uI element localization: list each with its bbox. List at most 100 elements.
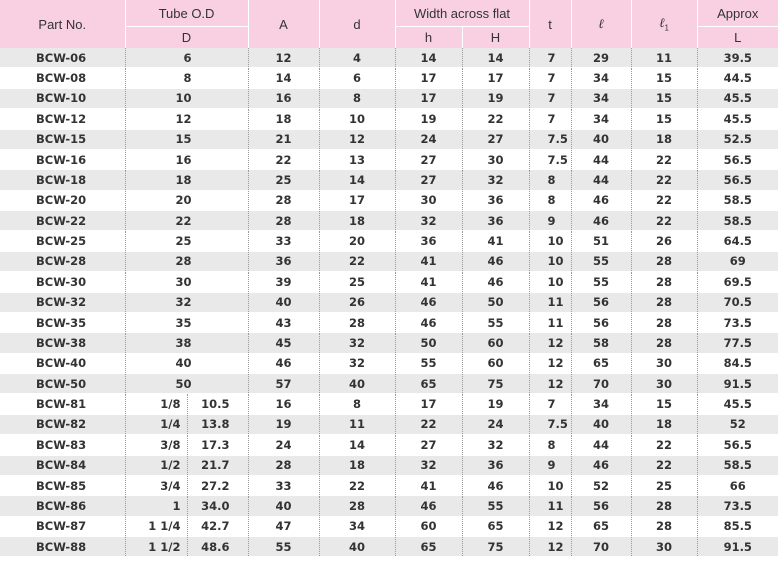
cell-t: 7.5 xyxy=(529,149,572,171)
cell-h: 41 xyxy=(395,475,463,497)
cell-l1: 15 xyxy=(631,393,698,415)
cell-d: 18 xyxy=(319,455,396,476)
table-row: BCW-32 32 40 26 46 50 11 56 28 70.5 xyxy=(0,292,778,313)
header-l-label: ℓ xyxy=(598,17,604,32)
cell-a: 22 xyxy=(248,149,320,171)
cell-part-no: BCW-81 xyxy=(0,393,126,415)
cell-tube-od-inch: 1 1/4 xyxy=(125,516,188,538)
cell-tube-od-mm: 34.0 xyxy=(187,495,249,517)
cell-tube-od-mm: 28 xyxy=(125,251,249,273)
cell-d: 28 xyxy=(319,495,396,517)
cell-d: 11 xyxy=(319,414,396,436)
cell-t: 11 xyxy=(529,312,572,334)
cell-approx-L: 39.5 xyxy=(697,48,778,69)
table-row: BCW-84 1/2 21.7 28 18 32 36 9 46 22 58.5 xyxy=(0,455,778,476)
cell-a: 24 xyxy=(248,434,320,456)
table-header: Part No. Tube O.D A d Width across flat … xyxy=(0,0,778,48)
table-row: BCW-82 1/4 13.8 19 11 22 24 7.5 40 18 52 xyxy=(0,414,778,436)
header-tube-od: Tube O.D xyxy=(125,0,249,27)
header-approx-l: L xyxy=(697,26,778,48)
cell-part-no: BCW-28 xyxy=(0,251,126,273)
cell-tube-od-mm: 10 xyxy=(125,88,249,110)
cell-l: 51 xyxy=(571,230,632,252)
cell-l1: 28 xyxy=(631,312,698,334)
cell-d: 20 xyxy=(319,230,396,252)
cell-t: 8 xyxy=(529,434,572,456)
cell-H: 36 xyxy=(462,210,530,232)
table-row: BCW-83 3/8 17.3 24 14 27 32 8 44 22 56.5 xyxy=(0,434,778,456)
cell-h: 46 xyxy=(395,312,463,334)
cell-t: 12 xyxy=(529,373,572,395)
cell-d: 32 xyxy=(319,332,396,354)
cell-a: 43 xyxy=(248,312,320,334)
cell-d: 14 xyxy=(319,434,396,456)
cell-H: 46 xyxy=(462,251,530,273)
cell-l: 40 xyxy=(571,414,632,436)
cell-h: 65 xyxy=(395,373,463,395)
table-row: BCW-18 18 25 14 27 32 8 44 22 56.5 xyxy=(0,169,778,191)
cell-tube-od-inch: 1/4 xyxy=(125,414,188,436)
cell-a: 57 xyxy=(248,373,320,395)
cell-H: 27 xyxy=(462,129,530,150)
cell-d: 6 xyxy=(319,67,396,89)
cell-tube-od-mm: 15 xyxy=(125,129,249,150)
cell-a: 28 xyxy=(248,190,320,212)
cell-l1: 30 xyxy=(631,353,698,375)
cell-tube-od-mm: 27.2 xyxy=(187,475,249,497)
cell-approx-L: 56.5 xyxy=(697,149,778,171)
cell-l1: 28 xyxy=(631,292,698,313)
cell-t: 8 xyxy=(529,190,572,212)
cell-H: 55 xyxy=(462,495,530,517)
cell-l: 29 xyxy=(571,48,632,69)
cell-tube-od-mm: 17.3 xyxy=(187,434,249,456)
cell-part-no: BCW-32 xyxy=(0,292,126,313)
cell-l1: 11 xyxy=(631,48,698,69)
cell-tube-od-mm: 50 xyxy=(125,373,249,395)
cell-h: 17 xyxy=(395,67,463,89)
table-row: BCW-87 1 1/4 42.7 47 34 60 65 12 65 28 85.5 xyxy=(0,516,778,538)
cell-d: 4 xyxy=(319,48,396,69)
cell-d: 12 xyxy=(319,129,396,150)
cell-l1: 15 xyxy=(631,88,698,110)
cell-l: 58 xyxy=(571,332,632,354)
cell-H: 19 xyxy=(462,393,530,415)
cell-l1: 26 xyxy=(631,230,698,252)
cell-H: 75 xyxy=(462,536,530,558)
header-l1: ℓ1 xyxy=(631,0,698,48)
cell-a: 47 xyxy=(248,516,320,538)
cell-H: 24 xyxy=(462,414,530,436)
cell-l: 65 xyxy=(571,353,632,375)
cell-approx-L: 58.5 xyxy=(697,190,778,212)
cell-l1: 18 xyxy=(631,414,698,436)
cell-approx-L: 73.5 xyxy=(697,495,778,517)
cell-tube-od-mm: 38 xyxy=(125,332,249,354)
cell-tube-od-inch: 1 xyxy=(125,495,188,517)
cell-a: 45 xyxy=(248,332,320,354)
cell-h: 46 xyxy=(395,292,463,313)
cell-a: 14 xyxy=(248,67,320,89)
cell-h: 27 xyxy=(395,434,463,456)
cell-l: 34 xyxy=(571,67,632,89)
header-l1-label: ℓ xyxy=(659,16,665,32)
cell-tube-od-inch: 1/2 xyxy=(125,455,188,476)
cell-tube-od-mm: 35 xyxy=(125,312,249,334)
cell-part-no: BCW-15 xyxy=(0,129,126,150)
cell-part-no: BCW-38 xyxy=(0,332,126,354)
cell-h: 65 xyxy=(395,536,463,558)
cell-l1: 15 xyxy=(631,67,698,89)
cell-part-no: BCW-16 xyxy=(0,149,126,171)
cell-part-no: BCW-18 xyxy=(0,169,126,191)
cell-tube-od-inch: 3/8 xyxy=(125,434,188,456)
cell-H: 30 xyxy=(462,149,530,171)
cell-d: 22 xyxy=(319,251,396,273)
cell-approx-L: 64.5 xyxy=(697,230,778,252)
cell-h: 41 xyxy=(395,271,463,293)
cell-l1: 28 xyxy=(631,332,698,354)
cell-part-no: BCW-40 xyxy=(0,353,126,375)
table-row: BCW-85 3/4 27.2 33 22 41 46 10 52 25 66 xyxy=(0,475,778,497)
cell-H: 65 xyxy=(462,516,530,538)
table-row: BCW-22 22 28 18 32 36 9 46 22 58.5 xyxy=(0,210,778,232)
cell-approx-L: 69.5 xyxy=(697,271,778,293)
cell-approx-L: 84.5 xyxy=(697,353,778,375)
